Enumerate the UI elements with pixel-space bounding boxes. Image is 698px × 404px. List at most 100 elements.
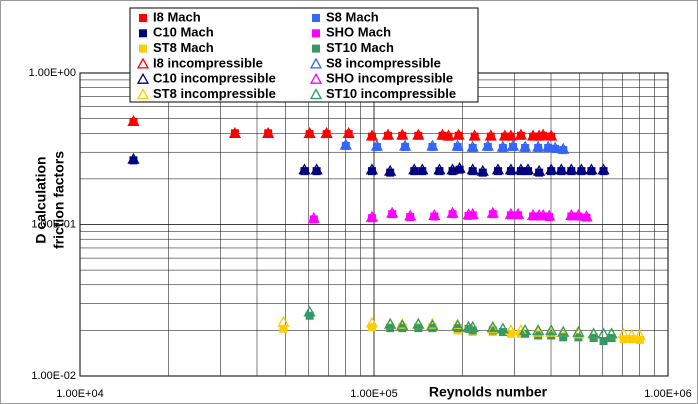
marker-triangle: [518, 140, 532, 152]
marker-triangle: [486, 320, 499, 332]
marker-triangle: [453, 161, 466, 173]
legend: I8 Mach S8 Mach C10 Mach SHO Mach ST8 Mach ST…: [129, 7, 479, 103]
legend-label: ST8 Mach: [153, 40, 214, 55]
marker-triangle: [491, 163, 505, 175]
marker-triangle: [451, 139, 464, 151]
series: [127, 152, 610, 176]
marker-square: [514, 211, 523, 220]
marker-square: [398, 131, 407, 140]
y-tick-label: 1.00E-01: [31, 218, 76, 230]
marker-triangle: [565, 163, 578, 175]
series: [341, 141, 568, 155]
marker-square: [535, 168, 544, 177]
marker-triangle: [545, 324, 558, 336]
marker-square: [322, 130, 331, 139]
marker-triangle: [466, 207, 479, 219]
marker-square: [264, 129, 273, 138]
marker-triangle: [412, 128, 425, 140]
marker-square: [529, 132, 538, 141]
marker-triangle: [557, 325, 570, 337]
marker-triangle: [555, 163, 568, 175]
marker-square: [516, 131, 525, 140]
marker-square: [453, 142, 462, 151]
marker-triangle: [370, 139, 384, 151]
legend-marker: [139, 14, 147, 22]
legend-marker: [312, 44, 320, 53]
marker-square: [468, 167, 477, 176]
marker-triangle: [514, 163, 528, 175]
legend-marker: [139, 29, 147, 38]
marker-square: [516, 167, 525, 176]
marker-square: [386, 168, 395, 177]
marker-triangle: [384, 317, 397, 329]
marker-triangle: [446, 206, 459, 218]
marker-square: [488, 326, 497, 335]
legend-marker: [312, 29, 320, 38]
marker-triangle: [625, 329, 638, 341]
marker-triangle: [365, 129, 379, 141]
marker-square: [428, 142, 437, 151]
marker-square: [129, 117, 138, 126]
x-axis-label: Reynolds number: [429, 384, 548, 400]
marker-triangle: [303, 126, 316, 138]
y-tick-label: 1.00E-02: [31, 370, 76, 382]
marker-square: [305, 130, 314, 139]
marker-triangle: [526, 208, 540, 220]
marker-triangle: [277, 315, 290, 327]
marker-triangle: [545, 163, 558, 175]
marker-square: [486, 132, 495, 141]
marker-square: [230, 129, 239, 138]
marker-triangle: [365, 316, 379, 328]
marker-triangle: [533, 129, 546, 141]
marker-triangle: [386, 206, 399, 218]
marker-square: [448, 210, 457, 219]
legend-label: S8 Mach: [326, 9, 379, 24]
legend-label: ST10 Mach: [326, 40, 394, 55]
marker-triangle: [496, 322, 509, 334]
legend-label: C10 Mach: [153, 25, 214, 40]
marker-triangle: [597, 327, 610, 339]
marker-triangle: [452, 128, 465, 140]
marker-triangle: [572, 327, 585, 339]
marker-square: [559, 146, 568, 155]
marker-square: [448, 167, 457, 176]
marker-triangle: [412, 317, 425, 329]
legend-label: I8 incompressible: [153, 55, 263, 70]
marker-triangle: [426, 139, 439, 151]
marker-square: [577, 167, 586, 176]
marker-triangle: [481, 139, 494, 151]
marker-square: [344, 130, 353, 139]
marker-triangle: [533, 164, 546, 176]
marker-triangle: [543, 209, 556, 221]
series: [307, 206, 593, 223]
marker-square: [488, 210, 497, 219]
marker-square: [455, 165, 464, 174]
marker-triangle: [504, 129, 518, 141]
marker-triangle: [518, 324, 532, 336]
marker-square: [493, 167, 502, 176]
marks: [127, 114, 646, 346]
marker-triangle: [532, 324, 545, 336]
marker-triangle: [580, 210, 593, 222]
legend-marker: [136, 57, 150, 69]
marker-triangle: [228, 126, 242, 138]
marker-triangle: [446, 163, 459, 175]
marker-triangle: [549, 141, 562, 153]
marker-square: [599, 167, 608, 176]
y-tick-label: 1.00E+00: [29, 67, 76, 79]
marker-triangle: [532, 140, 545, 152]
marker-square: [500, 132, 509, 141]
legend-frame: [129, 7, 479, 103]
marker-square: [414, 131, 423, 140]
marker-square: [521, 143, 530, 152]
marker-triangle: [396, 317, 409, 329]
marker-square: [454, 131, 463, 140]
marker-triangle: [476, 164, 489, 176]
marker-triangle: [532, 325, 545, 337]
marker-triangle: [565, 208, 578, 220]
legend-label: C10 incompressible: [153, 71, 276, 86]
marker-triangle: [597, 163, 610, 175]
marker-triangle: [526, 129, 540, 141]
marker-triangle: [433, 163, 446, 175]
marker-triangle: [537, 128, 550, 140]
